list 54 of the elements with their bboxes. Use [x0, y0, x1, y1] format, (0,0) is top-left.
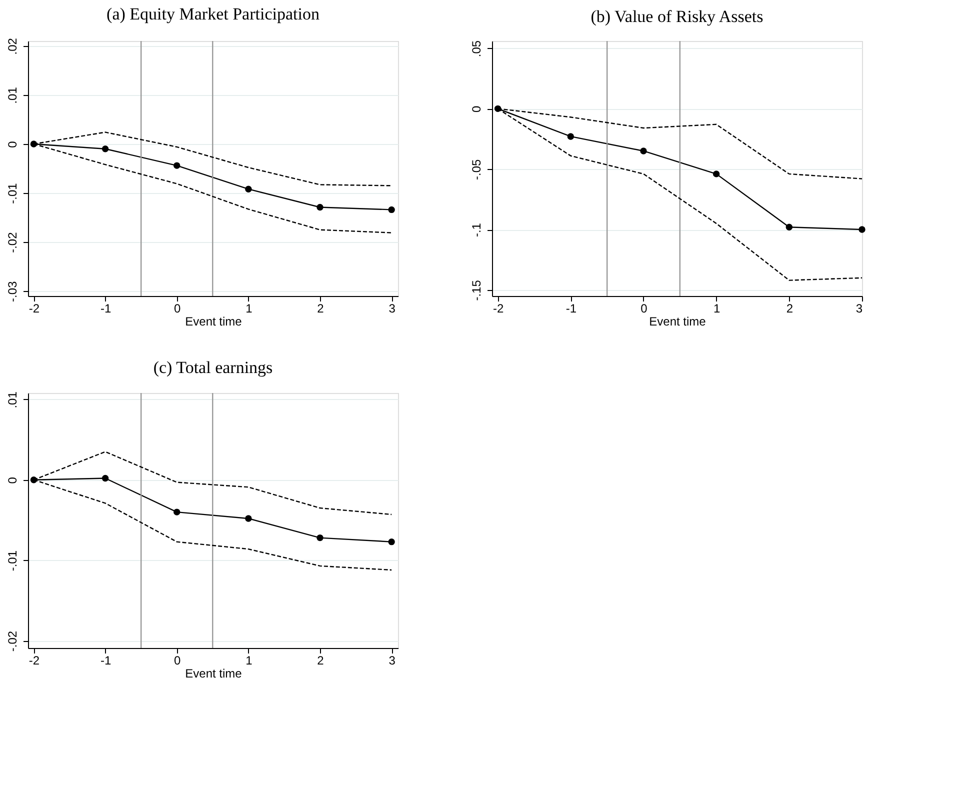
- x-tick-label: 3: [388, 654, 396, 668]
- point: [640, 148, 647, 154]
- x-axis-title: Event time: [185, 666, 242, 680]
- y-tick-label: -.01: [6, 182, 20, 204]
- x-tick-label: -1: [566, 302, 577, 316]
- y-tick-label: 0: [6, 140, 20, 148]
- x-tick-label: -1: [100, 302, 112, 316]
- x-tick-label: 0: [640, 302, 648, 316]
- point: [245, 515, 252, 522]
- x-tick-label: -1: [100, 654, 112, 668]
- y-tick-label: .05: [470, 40, 484, 58]
- point: [567, 133, 574, 140]
- point: [316, 204, 324, 211]
- point: [102, 146, 109, 152]
- point: [316, 534, 324, 542]
- x-tick-label: 1: [246, 302, 253, 316]
- y-tick-label: .01: [6, 86, 20, 104]
- point: [174, 508, 180, 516]
- x-tick-label: -2: [28, 302, 40, 316]
- point: [712, 170, 720, 178]
- x-axis-title: Event time: [649, 314, 706, 328]
- point: [858, 226, 866, 233]
- x-tick-label: 1: [246, 654, 253, 668]
- chart-title: (a) Equity Market Participation: [106, 4, 320, 24]
- x-tick-label: 2: [317, 302, 324, 316]
- point: [388, 206, 395, 214]
- x-tick-label: 2: [786, 302, 794, 316]
- x-tick-label: -2: [28, 654, 40, 668]
- y-tick-label: .02: [6, 38, 20, 55]
- y-tick-label: .01: [6, 391, 20, 408]
- y-tick-label: -.02: [6, 630, 20, 652]
- x-tick-label: 3: [388, 302, 396, 316]
- y-tick-label: -.02: [6, 232, 20, 253]
- point: [102, 474, 109, 482]
- y-tick-label: 0: [6, 476, 20, 484]
- x-tick-label: 0: [174, 302, 182, 316]
- point: [786, 224, 793, 230]
- y-tick-label: -.01: [6, 550, 20, 572]
- x-tick-label: 1: [713, 302, 720, 316]
- point: [174, 162, 180, 169]
- y-tick-label: -.15: [470, 280, 484, 301]
- x-tick-label: -2: [492, 302, 504, 316]
- point: [245, 186, 252, 192]
- y-tick-label: -.1: [470, 222, 484, 238]
- y-tick-label: 0: [470, 106, 484, 113]
- x-tick-label: 2: [317, 654, 324, 668]
- point: [388, 538, 395, 546]
- y-tick-label: -.05: [470, 158, 484, 180]
- chart-title: (c) Total earnings: [153, 358, 273, 378]
- x-axis-title: Event time: [185, 314, 242, 328]
- x-tick-label: 0: [174, 654, 182, 668]
- y-tick-label: -.03: [6, 280, 20, 302]
- x-tick-label: 3: [856, 302, 863, 316]
- chart-title: (b) Value of Risky Assets: [590, 6, 764, 26]
